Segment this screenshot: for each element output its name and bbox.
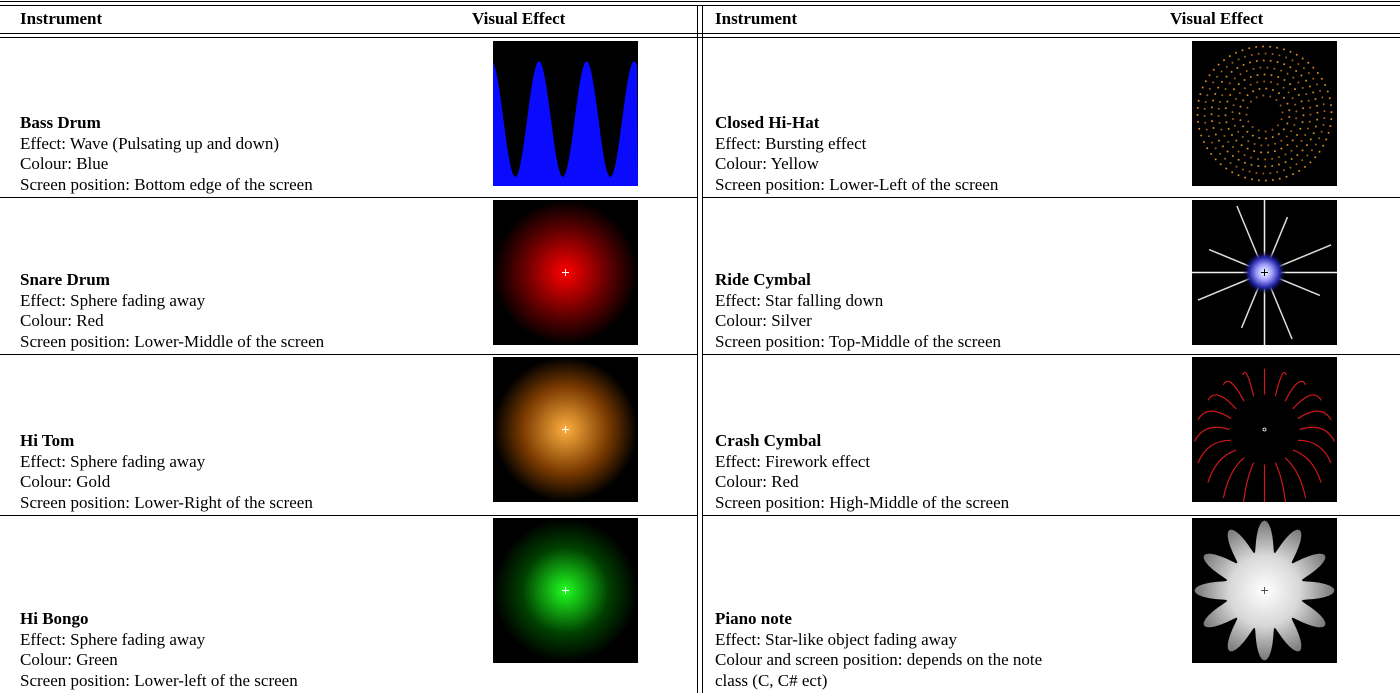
instrument-detail: Effect: Sphere fading away [20, 630, 298, 651]
instrument-detail: Screen position: High-Middle of the scre… [715, 493, 1009, 514]
instrument-name: Snare Drum [20, 270, 324, 291]
instrument-name: Hi Bongo [20, 609, 298, 630]
rule [702, 5, 703, 693]
effect-image [1192, 357, 1337, 502]
instrument-detail: class (C, C# ect) [715, 671, 1042, 692]
instrument-detail: Effect: Sphere fading away [20, 452, 313, 473]
instrument-name: Bass Drum [20, 113, 313, 134]
page: InstrumentVisual EffectBass DrumEffect: … [0, 0, 1400, 693]
rule [0, 354, 697, 355]
column-header: Instrument [20, 9, 102, 29]
rule [703, 197, 1400, 198]
instrument-detail: Effect: Star-like object fading away [715, 630, 1042, 651]
instrument-detail: Colour: Red [20, 311, 324, 332]
rule [0, 33, 1400, 34]
effect-image [493, 41, 638, 186]
rule [0, 37, 1400, 38]
instrument-name: Closed Hi-Hat [715, 113, 998, 134]
effect-image [1192, 200, 1337, 345]
rule [0, 197, 697, 198]
effect-image [493, 357, 638, 502]
effect-image [1192, 518, 1337, 663]
instrument-detail: Colour and screen position: depends on t… [715, 650, 1042, 671]
column-header: Visual Effect [1170, 9, 1263, 29]
instrument-detail: Colour: Green [20, 650, 298, 671]
instrument-detail: Screen position: Bottom edge of the scre… [20, 175, 313, 196]
instrument-detail: Effect: Star falling down [715, 291, 1001, 312]
instrument-detail: Colour: Blue [20, 154, 313, 175]
effect-image [493, 518, 638, 663]
rule [697, 5, 698, 693]
instrument-name: Hi Tom [20, 431, 313, 452]
instrument-detail: Colour: Red [715, 472, 1009, 493]
instrument-detail: Screen position: Lower-Middle of the scr… [20, 332, 324, 353]
rule [703, 515, 1400, 516]
column-header: Visual Effect [472, 9, 565, 29]
instrument-name: Piano note [715, 609, 1042, 630]
instrument-name: Crash Cymbal [715, 431, 1009, 452]
rule [0, 5, 1400, 6]
instrument-detail: Colour: Yellow [715, 154, 998, 175]
instrument-detail: Screen position: Top-Middle of the scree… [715, 332, 1001, 353]
instrument-detail: Screen position: Lower-left of the scree… [20, 671, 298, 692]
instrument-name: Ride Cymbal [715, 270, 1001, 291]
instrument-detail: Effect: Wave (Pulsating up and down) [20, 134, 313, 155]
instrument-detail: Screen position: Lower-Left of the scree… [715, 175, 998, 196]
column-header: Instrument [715, 9, 797, 29]
instrument-detail: Effect: Bursting effect [715, 134, 998, 155]
instrument-detail: Effect: Sphere fading away [20, 291, 324, 312]
rule [0, 1, 1400, 2]
instrument-detail: Colour: Silver [715, 311, 1001, 332]
rule [703, 354, 1400, 355]
rule [0, 515, 697, 516]
instrument-detail: Screen position: Lower-Right of the scre… [20, 493, 313, 514]
effect-image [1192, 41, 1337, 186]
effect-image [493, 200, 638, 345]
instrument-detail: Effect: Firework effect [715, 452, 1009, 473]
instrument-detail: Colour: Gold [20, 472, 313, 493]
